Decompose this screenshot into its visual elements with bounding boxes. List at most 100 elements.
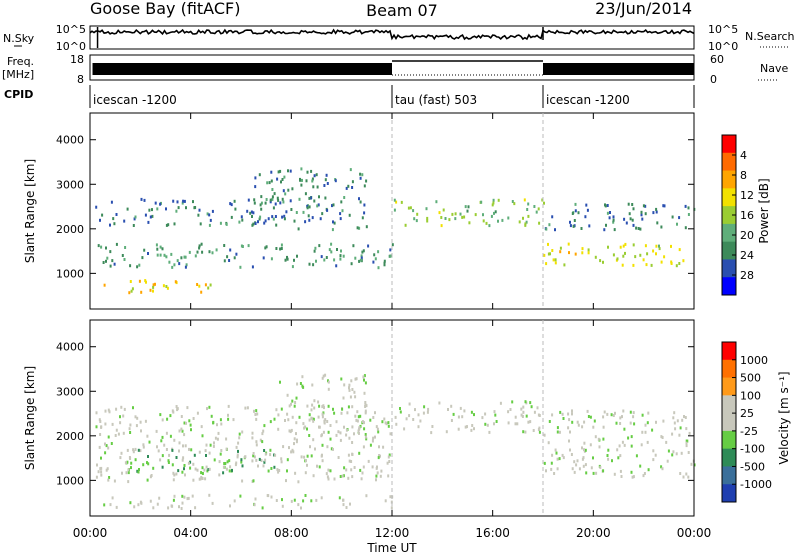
data-cell: [240, 215, 243, 219]
data-cell: [279, 201, 282, 205]
data-cell: [192, 200, 194, 204]
data-cell: [628, 212, 631, 216]
data-cell: [380, 469, 383, 473]
data-cell: [595, 471, 598, 475]
data-cell: [121, 254, 124, 257]
data-cell: [332, 220, 334, 224]
y-tick-label: 1000: [56, 474, 84, 487]
data-cell: [342, 254, 345, 258]
data-cell: [468, 221, 471, 225]
data-cell: [320, 496, 323, 500]
data-cell: [139, 449, 142, 453]
noise-trace: [89, 27, 695, 48]
data-cell: [180, 507, 183, 510]
data-cell: [603, 410, 606, 414]
data-cell: [623, 443, 626, 447]
data-cell: [548, 223, 551, 227]
data-cell: [284, 258, 287, 262]
data-cell: [277, 198, 280, 202]
data-cell: [255, 409, 258, 413]
data-cell: [172, 199, 175, 203]
data-cell: [229, 248, 232, 252]
data-cell: [644, 204, 647, 208]
data-cell: [389, 495, 392, 499]
data-cell: [177, 469, 180, 473]
data-cell: [527, 214, 530, 218]
data-cell: [107, 478, 110, 482]
data-cell: [322, 430, 325, 434]
data-cell: [665, 440, 668, 444]
data-cell: [121, 471, 123, 475]
data-cell: [226, 255, 229, 259]
data-cell: [201, 477, 204, 480]
data-cell: [335, 420, 338, 424]
data-cell: [641, 430, 644, 434]
data-cell: [651, 428, 654, 432]
data-cell: [308, 205, 311, 209]
data-cell: [219, 221, 222, 225]
data-cell: [663, 204, 666, 208]
data-cell: [551, 249, 554, 252]
data-cell: [107, 435, 110, 439]
data-cell: [516, 422, 519, 426]
data-cell: [310, 454, 313, 458]
data-cell: [470, 410, 473, 414]
freq-left-tick-top: 18: [70, 53, 84, 66]
colorbar-swatch: [722, 377, 736, 396]
data-cell: [620, 475, 623, 478]
data-cell: [327, 430, 330, 434]
data-cell: [321, 376, 324, 380]
data-cell: [383, 263, 386, 267]
time-tick-label: 00:00: [73, 526, 108, 540]
data-cell: [295, 440, 298, 444]
data-cell: [562, 417, 565, 420]
data-cell: [188, 447, 190, 451]
data-cell: [613, 228, 616, 232]
data-cell: [678, 262, 681, 265]
data-cell: [295, 396, 298, 400]
data-cell: [612, 218, 615, 222]
data-cell: [507, 421, 510, 425]
data-cell: [272, 217, 275, 221]
data-cell: [140, 429, 142, 433]
data-cell: [497, 219, 499, 223]
data-cell: [511, 400, 514, 404]
data-cell: [363, 184, 366, 188]
cpid-segment-label: icescan -1200: [546, 93, 630, 107]
data-cell: [630, 444, 633, 448]
data-cell: [644, 244, 647, 248]
data-cell: [427, 407, 430, 411]
data-cell: [247, 198, 250, 202]
data-cell: [365, 494, 368, 498]
data-cell: [426, 216, 429, 220]
data-cell: [351, 180, 354, 184]
data-cell: [599, 465, 602, 469]
data-cell: [359, 200, 362, 204]
data-cell: [189, 466, 192, 470]
colorbar-swatch: [722, 188, 736, 207]
data-cell: [306, 170, 309, 174]
velocity-data-cells: [95, 373, 696, 510]
data-cell: [186, 497, 189, 501]
data-cell: [569, 224, 572, 228]
data-cell: [327, 387, 330, 391]
data-cell: [211, 501, 214, 505]
data-cell: [104, 442, 106, 446]
data-cell: [383, 417, 386, 421]
data-cell: [387, 474, 390, 478]
data-cell: [583, 441, 586, 445]
data-cell: [399, 407, 401, 410]
data-cell: [526, 208, 529, 211]
data-cell: [388, 460, 391, 463]
colorbar-swatch: [722, 359, 736, 379]
data-cell: [336, 248, 338, 251]
data-cell: [228, 459, 231, 463]
data-cell: [225, 447, 228, 451]
data-cell: [103, 503, 106, 507]
data-cell: [652, 458, 655, 462]
data-cell: [290, 208, 293, 211]
data-cell: [244, 455, 246, 459]
data-cell: [113, 262, 116, 266]
data-cell: [126, 207, 129, 211]
data-cell: [126, 448, 129, 452]
